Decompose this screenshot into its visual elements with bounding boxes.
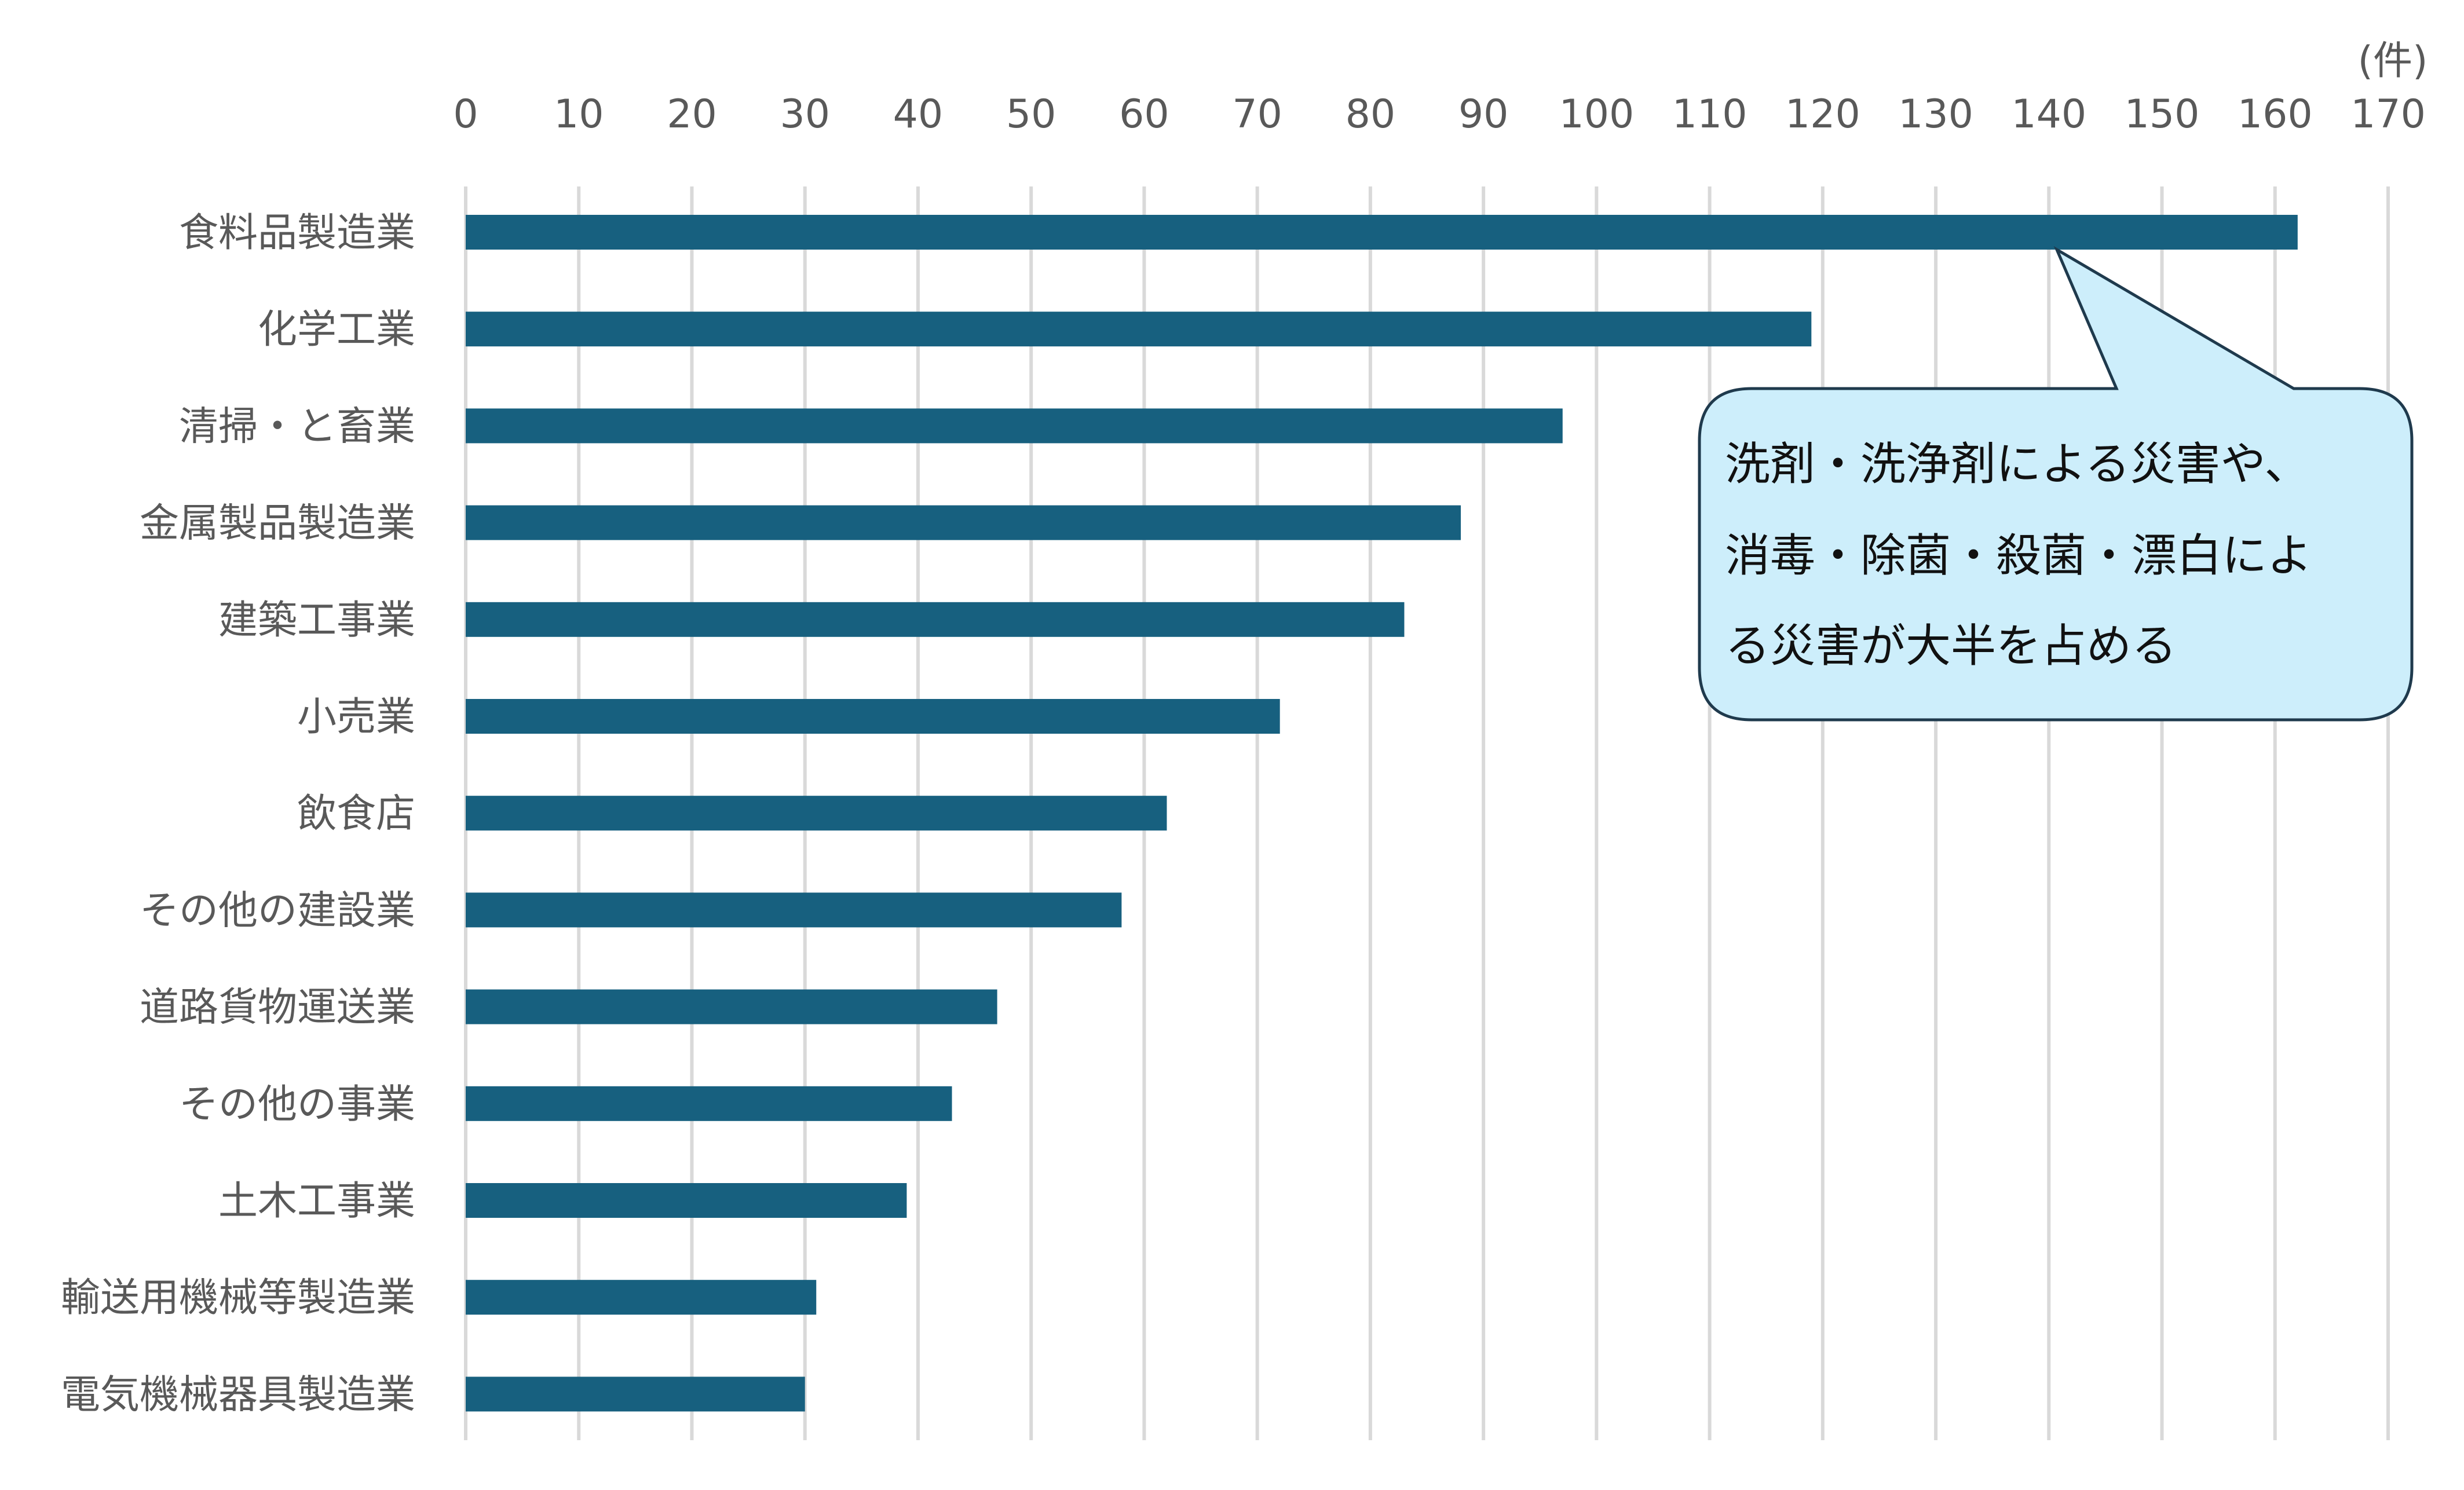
x-tick-label: 100: [1559, 91, 1634, 137]
category-label: 金属製品製造業: [140, 501, 415, 547]
unit-label: (件): [2357, 38, 2428, 84]
x-tick-label: 120: [1785, 91, 1860, 137]
category-label: 飲食店: [297, 791, 415, 837]
x-tick-label: 110: [1672, 91, 1748, 137]
bar: [466, 215, 2298, 250]
category-label: その他の建設業: [140, 888, 415, 933]
bar: [466, 699, 1280, 734]
x-tick-label: 160: [2238, 91, 2313, 137]
category-label: 清掃・と畜業: [179, 404, 415, 449]
x-tick-label: 60: [1119, 91, 1169, 137]
bar: [466, 408, 1563, 444]
x-tick-label: 0: [453, 91, 478, 137]
annotation-line-1: 洗剤・洗浄剤による災害や、: [1725, 438, 2309, 490]
x-tick-label: 170: [2350, 91, 2426, 137]
bars: [466, 215, 2298, 1412]
bar: [466, 1183, 907, 1218]
x-tick-label: 40: [893, 91, 944, 137]
bar: [466, 312, 1812, 347]
category-label: 道路貨物運送業: [140, 985, 415, 1031]
x-tick-label: 90: [1458, 91, 1509, 137]
x-tick-label: 140: [2011, 91, 2086, 137]
category-label: 食料品製造業: [179, 210, 415, 256]
x-tick-label: 10: [554, 91, 604, 137]
bar: [466, 1376, 805, 1412]
bar: [466, 1280, 817, 1315]
x-tick-label: 130: [1898, 91, 1973, 137]
category-label: 建築工事業: [218, 598, 415, 643]
bar: [466, 989, 997, 1024]
bar: [466, 1086, 952, 1121]
bar: [466, 892, 1122, 928]
bar: [466, 602, 1405, 637]
category-label: 土木工事業: [218, 1178, 415, 1224]
category-label: 輸送用機械等製造業: [61, 1275, 415, 1321]
annotation-line-2: 消毒・除菌・殺菌・漂白によ: [1725, 530, 2312, 582]
callout-bubble: [1698, 246, 2414, 722]
x-tick-label: 150: [2125, 91, 2200, 137]
bar: [466, 505, 1461, 540]
category-label: 小売業: [297, 694, 415, 740]
x-tick-label: 30: [780, 91, 830, 137]
category-label: 電気機械器具製造業: [61, 1372, 415, 1418]
annotation-callout: 洗剤・洗浄剤による災害や、 消毒・除菌・殺菌・漂白によ る災害が大半を占める: [1698, 246, 2414, 722]
category-label: 化学工業: [258, 307, 415, 353]
x-tick-label: 20: [667, 91, 717, 137]
x-tick-label: 70: [1232, 91, 1282, 137]
x-tick-label: 50: [1006, 91, 1056, 137]
gridlines: [464, 186, 2390, 1440]
category-label: その他の事業: [179, 1082, 415, 1127]
annotation-line-3: る災害が大半を占める: [1725, 620, 2177, 672]
bar: [466, 796, 1167, 831]
category-labels: 食料品製造業化学工業清掃・と畜業金属製品製造業建築工事業小売業飲食店その他の建設…: [61, 210, 415, 1418]
x-tick-label: 80: [1346, 91, 1396, 137]
x-axis-ticks: 0 10 20 30 40 50 60 70 80 90 100 110 120 130 140 150 160…: [453, 91, 2426, 137]
